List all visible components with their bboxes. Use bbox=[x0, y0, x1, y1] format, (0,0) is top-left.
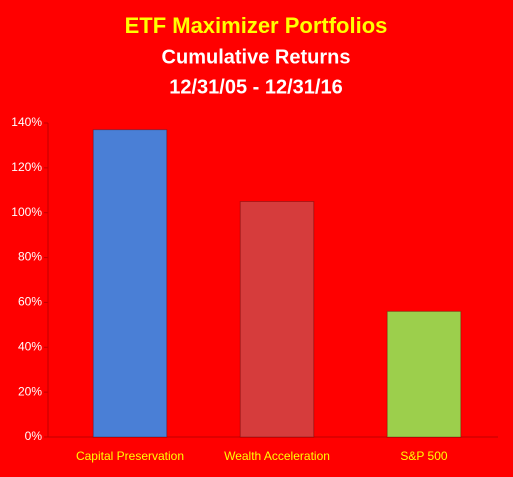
y-tick-label: 0% bbox=[25, 429, 43, 443]
bar bbox=[92, 129, 168, 438]
y-tick-label: 100% bbox=[11, 205, 42, 219]
x-tick-label: Wealth Acceleration bbox=[224, 449, 330, 463]
y-tick-label: 40% bbox=[18, 339, 42, 353]
chart-period: 12/31/05 - 12/31/16 bbox=[169, 76, 342, 98]
bar bbox=[386, 310, 462, 438]
y-tick-label: 120% bbox=[11, 160, 42, 174]
y-tick-label: 20% bbox=[18, 384, 42, 398]
chart-subtitle: Cumulative Returns bbox=[162, 46, 351, 68]
x-tick-label: Capital Preservation bbox=[76, 449, 184, 463]
y-tick-label: 80% bbox=[18, 250, 42, 264]
x-tick-label: S&P 500 bbox=[400, 449, 447, 463]
bar bbox=[239, 201, 315, 438]
chart-title: ETF Maximizer Portfolios bbox=[125, 13, 388, 38]
y-tick-label: 140% bbox=[11, 115, 42, 129]
y-tick-label: 60% bbox=[18, 295, 42, 309]
